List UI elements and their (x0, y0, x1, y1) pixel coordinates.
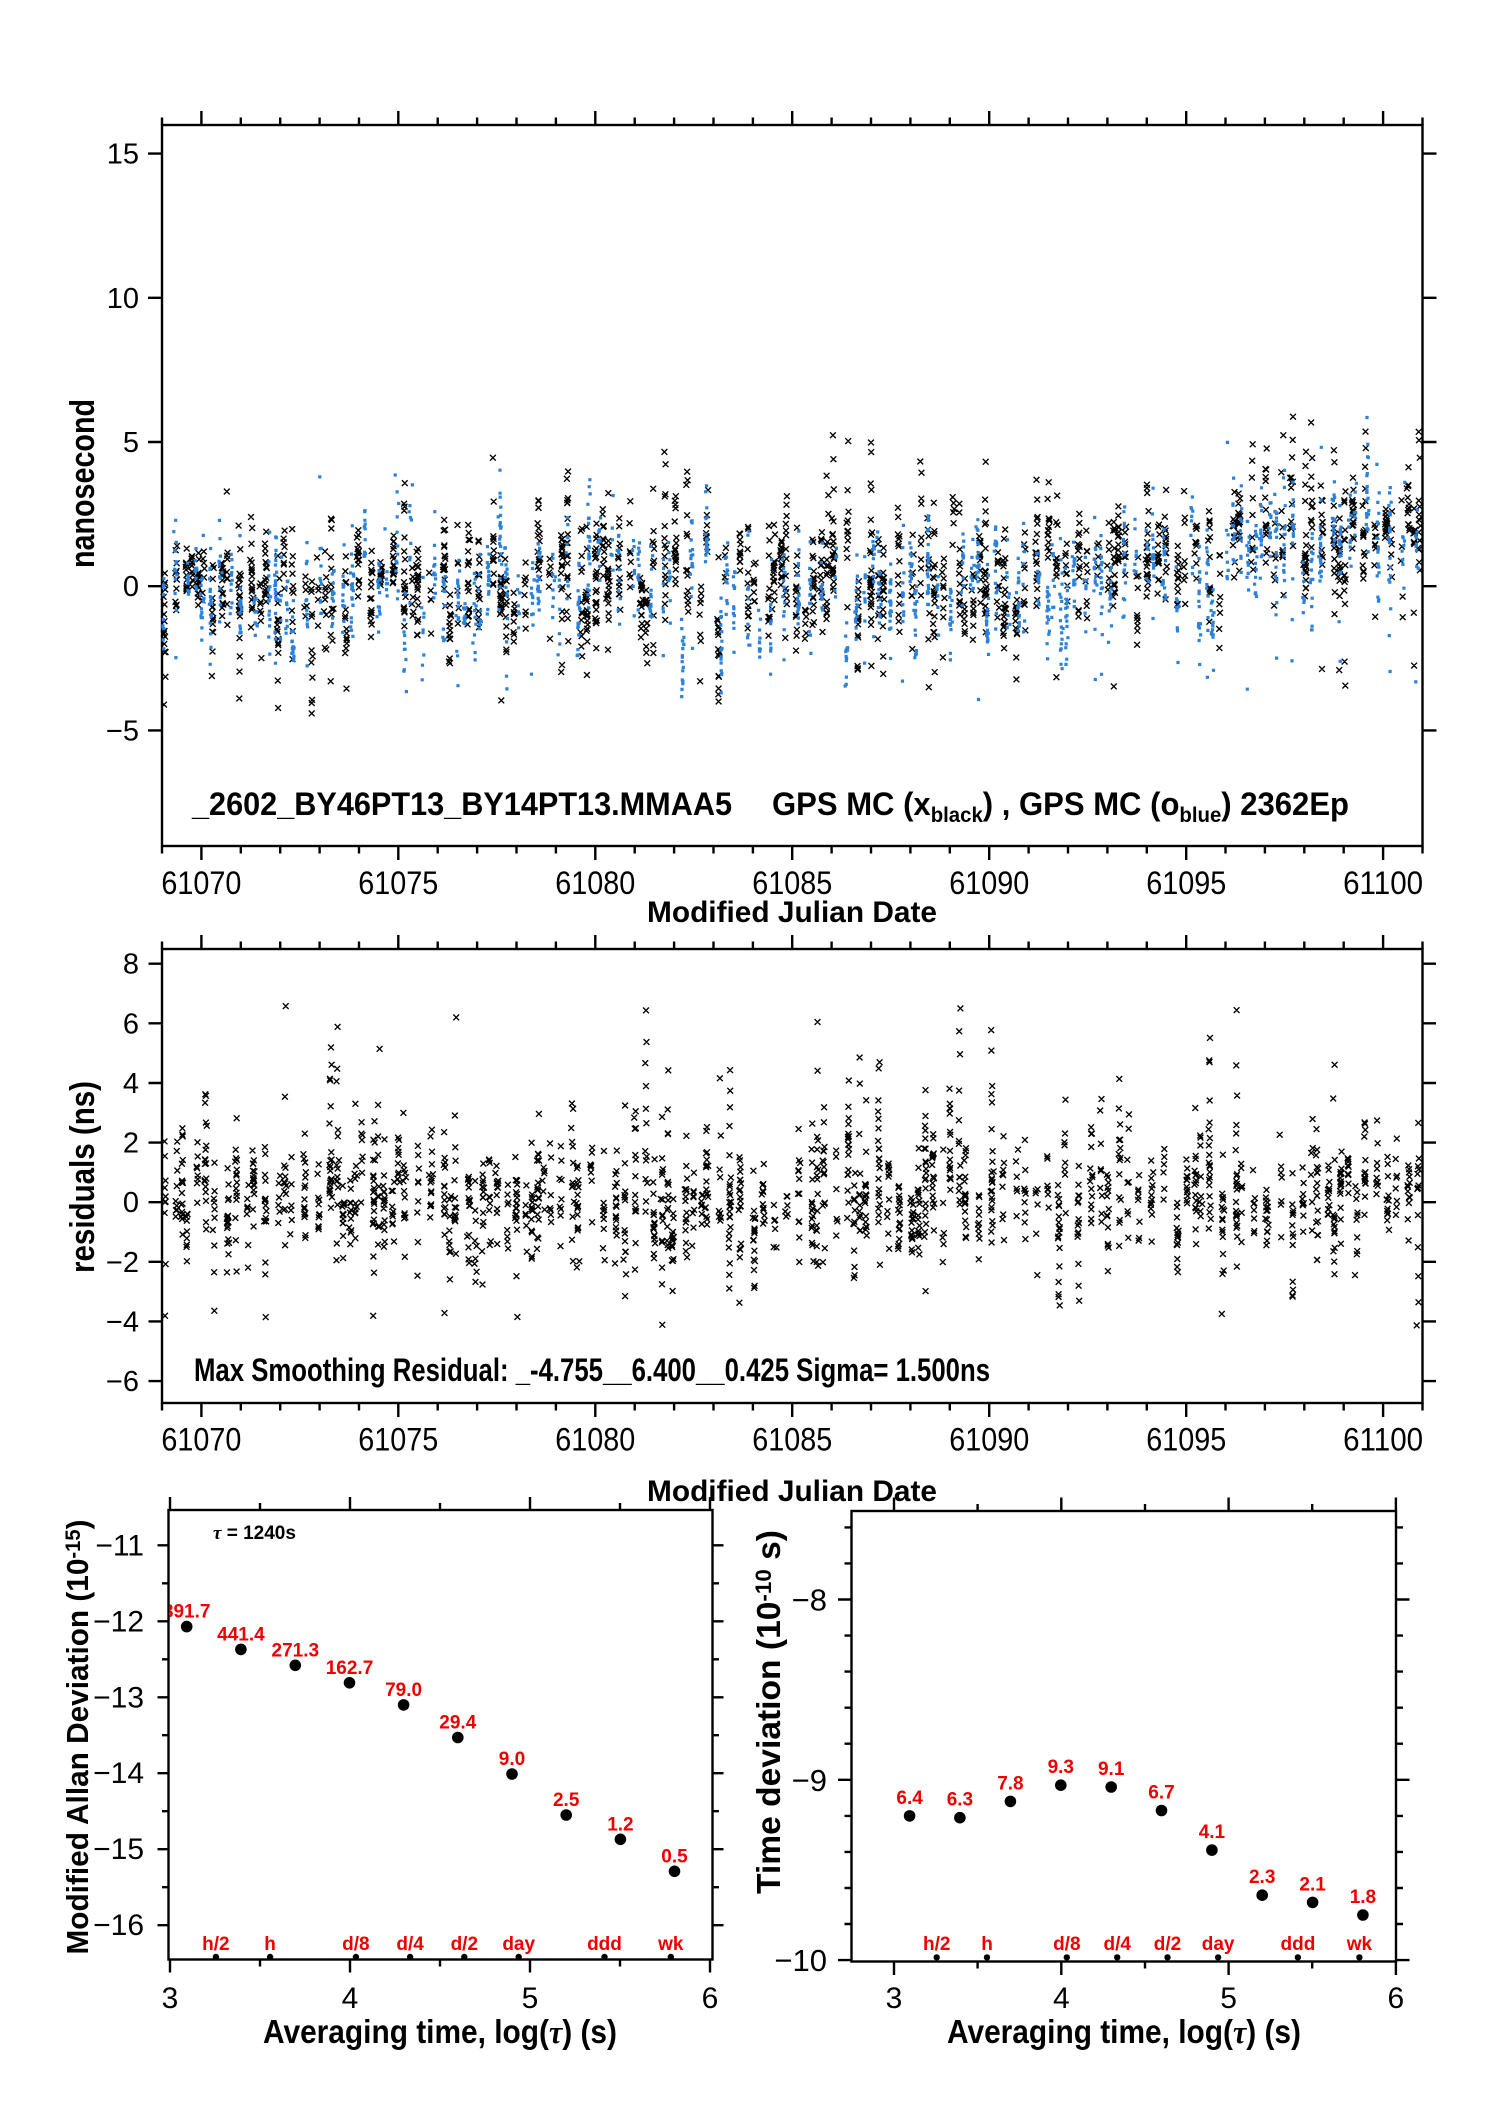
svg-text:15: 15 (107, 139, 139, 171)
svg-text:1.8: 1.8 (1350, 1887, 1376, 1908)
svg-text:d/8: d/8 (1053, 1934, 1080, 1955)
svg-text:ddd: ddd (1280, 1934, 1315, 1955)
svg-text:day: day (502, 1934, 535, 1955)
svg-text:wk: wk (657, 1934, 684, 1955)
svg-text:4: 4 (123, 1068, 139, 1100)
svg-text:−2: −2 (106, 1247, 139, 1279)
svg-text:−9: −9 (792, 1763, 827, 1798)
svg-text:h/2: h/2 (923, 1934, 950, 1955)
svg-text:9.0: 9.0 (499, 1749, 525, 1770)
svg-text:h/2: h/2 (202, 1934, 229, 1955)
svg-text:0.5: 0.5 (661, 1846, 688, 1867)
svg-text:h: h (264, 1934, 276, 1955)
svg-text:−11: −11 (95, 1529, 144, 1562)
svg-text:6.3: 6.3 (947, 1790, 973, 1811)
svg-text:2.1: 2.1 (1299, 1874, 1326, 1895)
svg-text:ddd: ddd (587, 1934, 622, 1955)
svg-text:4: 4 (342, 1982, 359, 2015)
svg-text:5: 5 (1220, 1982, 1237, 2015)
svg-text:−6: −6 (106, 1366, 139, 1398)
svg-text:61075: 61075 (358, 865, 438, 901)
svg-text:7.8: 7.8 (997, 1773, 1023, 1794)
svg-text:GPS MC (xblack) , GPS MC (obl: GPS MC (xblack) , GPS MC (oblue) 2362Ep (772, 786, 1349, 827)
svg-text:τ = 1240s: τ = 1240s (213, 1523, 296, 1544)
svg-text:−14: −14 (93, 1757, 144, 1790)
svg-text:4: 4 (1053, 1982, 1070, 2015)
svg-text:Modified Julian Date: Modified Julian Date (647, 896, 937, 929)
svg-text:61080: 61080 (555, 865, 635, 901)
svg-text:3: 3 (162, 1982, 179, 2015)
svg-text:4.1: 4.1 (1199, 1822, 1226, 1843)
svg-text:61070: 61070 (161, 1422, 241, 1458)
svg-text:61100: 61100 (1343, 1422, 1423, 1458)
svg-text:9.1: 9.1 (1098, 1759, 1125, 1780)
svg-text:Time deviation (10-10 s): Time deviation (10-10 s) (750, 1530, 787, 1894)
svg-text:3: 3 (886, 1982, 903, 2015)
svg-text:9.3: 9.3 (1048, 1757, 1074, 1778)
svg-text:8: 8 (123, 949, 139, 981)
svg-text:891.7: 891.7 (163, 1602, 211, 1623)
svg-text:−13: −13 (93, 1681, 144, 1714)
svg-text:−4: −4 (106, 1306, 139, 1338)
svg-text:d/8: d/8 (342, 1934, 369, 1955)
svg-text:61095: 61095 (1146, 865, 1226, 901)
svg-text:61095: 61095 (1146, 1422, 1226, 1458)
svg-text:−5: −5 (106, 715, 139, 747)
svg-text:271.3: 271.3 (272, 1640, 320, 1661)
svg-text:2: 2 (123, 1128, 139, 1160)
svg-text:residuals (ns): residuals (ns) (64, 1081, 102, 1273)
svg-text:d/2: d/2 (1154, 1934, 1181, 1955)
svg-text:Averaging time, log(τ) (s): Averaging time, log(τ) (s) (947, 2013, 1301, 2051)
svg-text:6: 6 (1388, 1982, 1405, 2015)
svg-text:61085: 61085 (752, 865, 832, 901)
svg-text:Modified Julian Date: Modified Julian Date (647, 1475, 937, 1508)
svg-text:0: 0 (123, 571, 139, 603)
svg-text:6.7: 6.7 (1148, 1783, 1174, 1804)
svg-text:61075: 61075 (358, 1422, 438, 1458)
svg-text:61080: 61080 (555, 1422, 635, 1458)
svg-text:61100: 61100 (1343, 865, 1423, 901)
svg-text:6: 6 (702, 1982, 719, 2015)
svg-text:d/4: d/4 (1103, 1934, 1131, 1955)
svg-text:441.4: 441.4 (217, 1624, 265, 1645)
svg-text:61090: 61090 (949, 865, 1029, 901)
svg-text:nanosecond: nanosecond (64, 399, 102, 568)
svg-text:d/2: d/2 (451, 1934, 478, 1955)
svg-text:5: 5 (522, 1982, 539, 2015)
svg-text:1.2: 1.2 (607, 1814, 633, 1835)
svg-text:61090: 61090 (949, 1422, 1029, 1458)
svg-text:Averaging time, log(τ) (s): Averaging time, log(τ) (s) (263, 2013, 617, 2051)
svg-text:10: 10 (107, 283, 139, 315)
svg-text:Modified Allan Deviation (10-1: Modified Allan Deviation (10-15) (60, 1520, 95, 1955)
svg-text:h: h (981, 1934, 993, 1955)
svg-text:−15: −15 (93, 1833, 144, 1866)
svg-text:6: 6 (123, 1008, 139, 1040)
svg-text:6.4: 6.4 (896, 1788, 923, 1809)
svg-text:2.3: 2.3 (1249, 1867, 1275, 1888)
svg-text:−8: −8 (792, 1583, 827, 1618)
svg-text:61070: 61070 (161, 865, 241, 901)
svg-text:−12: −12 (93, 1605, 144, 1638)
svg-text:79.0: 79.0 (385, 1680, 422, 1701)
svg-text:5: 5 (123, 427, 139, 459)
svg-text:2.5: 2.5 (553, 1790, 580, 1811)
svg-text:29.4: 29.4 (439, 1713, 476, 1734)
svg-text:_2602_BY46PT13_BY14PT13.MMAA5: _2602_BY46PT13_BY14PT13.MMAA5 (191, 786, 732, 822)
svg-text:d/4: d/4 (396, 1934, 424, 1955)
svg-text:0: 0 (123, 1187, 139, 1219)
svg-text:61085: 61085 (752, 1422, 832, 1458)
svg-text:−10: −10 (774, 1943, 827, 1978)
svg-text:day: day (1202, 1934, 1235, 1955)
svg-text:Max Smoothing Residual: _-4.75: Max Smoothing Residual: _-4.755__6.400__… (194, 1352, 990, 1388)
svg-text:−16: −16 (93, 1909, 144, 1942)
svg-text:162.7: 162.7 (326, 1658, 374, 1679)
svg-text:wk: wk (1346, 1934, 1373, 1955)
